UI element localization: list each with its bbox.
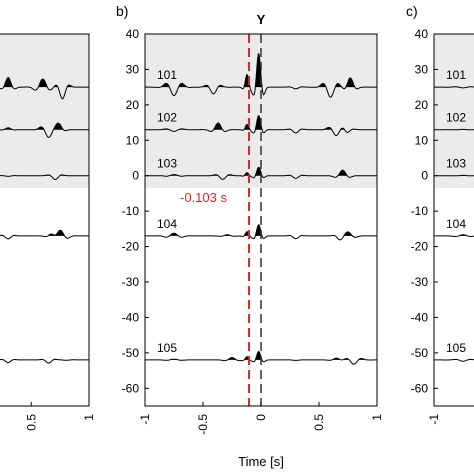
trace-label-105: 105 <box>157 341 177 355</box>
trace-fill-104 <box>0 230 89 236</box>
x-tick-label: -0.5 <box>196 414 210 435</box>
y-tick-label: 20 <box>126 98 140 112</box>
y-tick-label: 30 <box>126 62 140 76</box>
marker-time-label: -0.103 s <box>180 190 227 205</box>
y-tick-label: -10 <box>411 204 429 218</box>
y-tick-label: -20 <box>411 240 429 254</box>
x-tick-label: 1 <box>82 414 96 421</box>
y-tick-label: 40 <box>126 27 140 41</box>
y-tick-label: -50 <box>411 346 429 360</box>
x-tick-label: -1 <box>427 414 441 425</box>
x-tick-label: -1 <box>138 414 152 425</box>
trace-line-102 <box>434 128 474 131</box>
y-tick-label: 10 <box>415 133 429 147</box>
trace-fill-101 <box>0 77 89 88</box>
y-tick-label: 30 <box>415 62 429 76</box>
panel-letter-c: c) <box>406 3 418 19</box>
x-tick-label: 0.5 <box>24 414 38 431</box>
x-axis-title: Time [s] <box>238 454 284 469</box>
y-tick-label: -60 <box>411 381 429 395</box>
shaded-regions <box>0 34 474 188</box>
trace-label-104: 104 <box>157 217 177 231</box>
trace-line-104 <box>0 229 89 240</box>
trace-label-103: 103 <box>157 157 177 171</box>
trace-labels: 101 101 102 102 103 103 104 104 105 105 <box>157 68 466 355</box>
trace-label-102: 102 <box>157 111 177 125</box>
trace-fill-102 <box>0 123 89 130</box>
y-tick-label: -30 <box>411 275 429 289</box>
y-tick-label: 0 <box>132 169 139 183</box>
trace-label-102: 102 <box>446 111 466 125</box>
y-tick-label: 0 <box>421 169 428 183</box>
y-tick-label: -20 <box>122 240 140 254</box>
trace-line-101 <box>145 52 377 98</box>
shaded-region-left <box>0 34 89 188</box>
x-tick-label: 0.5 <box>312 414 326 431</box>
traces-right-panel <box>434 86 474 362</box>
y-tick-label: -40 <box>122 310 140 324</box>
trace-label-105: 105 <box>446 341 466 355</box>
trace-line-102 <box>0 122 89 138</box>
panel-letter-b: b) <box>116 3 128 19</box>
y-tick-label: -10 <box>122 204 140 218</box>
trace-line-101 <box>0 76 89 100</box>
y-tick-label: -50 <box>122 346 140 360</box>
trace-label-101: 101 <box>157 68 177 82</box>
y-tick-label: 10 <box>126 133 140 147</box>
y-tick-label: 40 <box>415 27 429 41</box>
trace-line-105 <box>434 358 474 362</box>
traces-left-panel <box>0 76 89 364</box>
y-tick-label: -30 <box>122 275 140 289</box>
trace-label-101: 101 <box>446 68 466 82</box>
right-panel-frame <box>433 33 474 407</box>
y-tick-label: -40 <box>411 310 429 324</box>
trace-line-101 <box>434 86 474 89</box>
trace-fill-105 <box>0 359 89 360</box>
trace-line-105 <box>0 358 89 364</box>
x-tick-label: 1 <box>370 414 384 421</box>
trace-label-104: 104 <box>446 217 466 231</box>
axis-ticks: 403020100-10-20-30-40-50-60403020100-10-… <box>24 27 441 435</box>
shaded-region-right <box>434 34 474 188</box>
trace-line-103 <box>0 174 89 181</box>
trace-line-104 <box>434 234 474 237</box>
trace-label-103: 103 <box>446 157 466 171</box>
y-tick-label: -60 <box>122 381 140 395</box>
x-tick-label: 0 <box>254 414 268 421</box>
trace-line-103 <box>145 166 377 180</box>
left-panel-frame <box>0 33 90 407</box>
peak-label-y: Y <box>257 12 266 27</box>
trace-line-103 <box>434 174 474 177</box>
y-tick-label: 20 <box>415 98 429 112</box>
